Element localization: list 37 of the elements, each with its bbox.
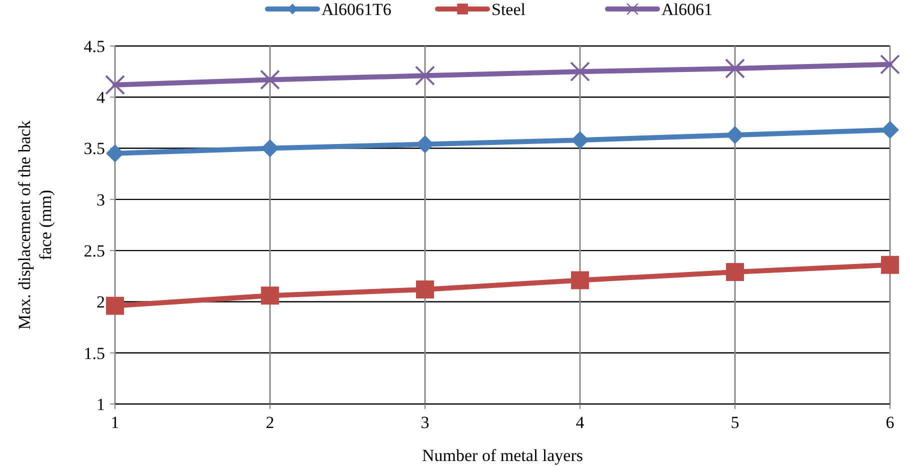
y-tick-label: 1.5 [84, 344, 105, 363]
y-tick-label: 2 [96, 292, 105, 312]
legend-label: Al6061T6 [322, 0, 392, 19]
y-tick-label: 1 [96, 394, 105, 414]
point [725, 58, 745, 79]
point [106, 296, 124, 315]
point [570, 62, 590, 82]
y-tick-label: 3 [96, 190, 105, 210]
point [571, 271, 589, 290]
x-tick-label: 6 [886, 413, 894, 432]
point [416, 135, 434, 154]
x-axis-title: Number of metal layers [422, 446, 583, 465]
point [106, 144, 124, 162]
point [415, 66, 435, 86]
point [105, 74, 125, 95]
x-tick-label: 2 [266, 413, 274, 432]
point [726, 263, 744, 282]
point [726, 126, 744, 144]
legend-label: Steel [492, 0, 526, 19]
point [881, 120, 899, 139]
y-axis-title: Max. displacement of the back face (mm) [15, 120, 55, 330]
point [416, 280, 434, 298]
x-tick-label: 4 [576, 413, 585, 432]
point [571, 131, 589, 150]
y-tick-label: 4.5 [84, 36, 105, 56]
legend-label: Al6061 [662, 0, 712, 19]
x-tick-label: 1 [110, 413, 120, 432]
y-tick-label: 2.5 [84, 242, 105, 261]
point [881, 256, 899, 274]
point [880, 54, 900, 74]
point [261, 286, 279, 305]
y-tick-label: 3.5 [84, 139, 105, 158]
y-tick-label: 4 [96, 88, 106, 108]
point [261, 139, 279, 158]
x-tick-label: 5 [730, 413, 740, 432]
point [260, 70, 280, 90]
x-tick-label: 3 [420, 413, 430, 432]
